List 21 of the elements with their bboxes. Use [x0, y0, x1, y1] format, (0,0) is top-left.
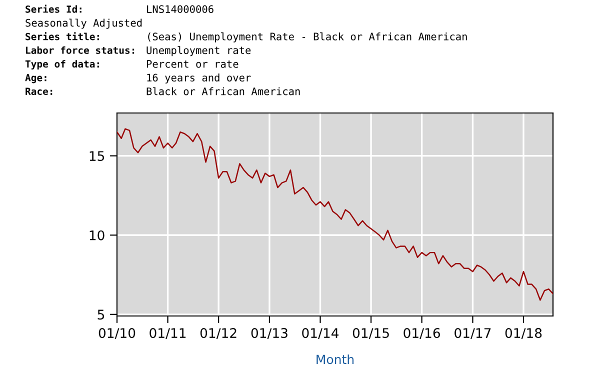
y-tick-label: 15: [90, 151, 104, 162]
text: Series title: (Seas) Unemployment Rate - Black or African American: [26, 32, 467, 42]
text: Type of data: Percent or rate: [25, 60, 238, 70]
text: Series Id: LNS14000006: [26, 4, 214, 14]
x-tick-label: 01/14: [302, 328, 339, 340]
x-tick-label: 01/10: [98, 328, 136, 340]
x-tick-label: 01/16: [404, 328, 440, 340]
x-tick-label: 01/11: [150, 328, 186, 340]
x-axis-title: Month: [316, 354, 354, 364]
y-tick-label: 10: [90, 230, 104, 240]
x-tick-label: 01/12: [200, 328, 236, 340]
x-tick-label: 01/17: [454, 328, 491, 340]
text: Age: 16 years and over: [25, 74, 251, 84]
text: Race: Black or African American: [26, 87, 300, 96]
text: Labor force status: Unemployment rate: [26, 46, 251, 56]
x-tick-label: 01/13: [251, 328, 288, 340]
line-series: [117, 128, 553, 301]
y-tick-label: 5: [98, 310, 104, 320]
text: Seasonally Adjusted: [26, 18, 142, 29]
x-tick-label: 01/15: [352, 328, 389, 340]
x-tick-label: 01/18: [505, 328, 542, 340]
